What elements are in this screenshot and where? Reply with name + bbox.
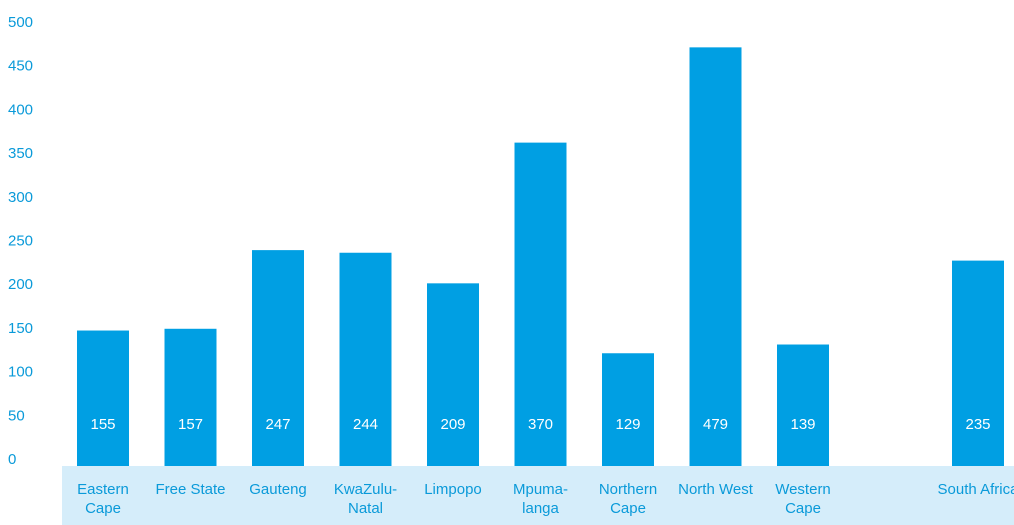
x-tick-label: South Africa	[937, 481, 1014, 498]
category-band	[62, 466, 1014, 525]
value-label: 157	[178, 416, 203, 433]
bar	[427, 283, 479, 466]
bar	[339, 252, 392, 466]
value-label: 235	[965, 416, 990, 433]
y-tick-label: 300	[8, 189, 33, 206]
bar	[689, 47, 742, 466]
bar	[514, 142, 567, 466]
value-label: 155	[90, 416, 115, 433]
x-tick-label: Mpuma-langa	[512, 481, 568, 517]
x-tick-label: Limpopo	[424, 481, 482, 498]
bar	[252, 250, 304, 466]
value-label: 139	[790, 416, 815, 433]
y-tick-label: 250	[8, 232, 33, 249]
value-label: 370	[528, 416, 553, 433]
value-label: 247	[265, 416, 290, 433]
x-tick-label: North West	[678, 481, 753, 498]
y-tick-label: 100	[8, 364, 33, 381]
y-tick-label: 50	[8, 407, 25, 424]
y-tick-label: 500	[8, 14, 33, 31]
x-tick-label: KwaZulu-Natal	[333, 481, 398, 517]
y-tick-label: 0	[8, 451, 16, 468]
value-label: 209	[440, 416, 465, 433]
bar	[164, 328, 217, 466]
bar	[952, 260, 1004, 466]
value-label: 129	[615, 416, 640, 433]
y-tick-label: 350	[8, 145, 33, 162]
y-tick-label: 400	[8, 101, 33, 118]
x-tick-label: Eastern Cape	[77, 481, 129, 517]
y-tick-label: 450	[8, 58, 33, 75]
bar	[602, 353, 654, 466]
bar	[77, 330, 129, 466]
y-tick-label: 150	[8, 320, 33, 337]
bar	[777, 344, 829, 466]
value-label: 244	[353, 416, 378, 433]
value-label: 479	[703, 416, 728, 433]
x-tick-label: Gauteng	[249, 481, 307, 498]
x-tick-label: Northern Cape	[598, 481, 658, 517]
x-tick-label: Western Cape	[775, 481, 831, 517]
y-tick-label: 200	[8, 276, 33, 293]
x-tick-label: Free State	[155, 481, 226, 498]
